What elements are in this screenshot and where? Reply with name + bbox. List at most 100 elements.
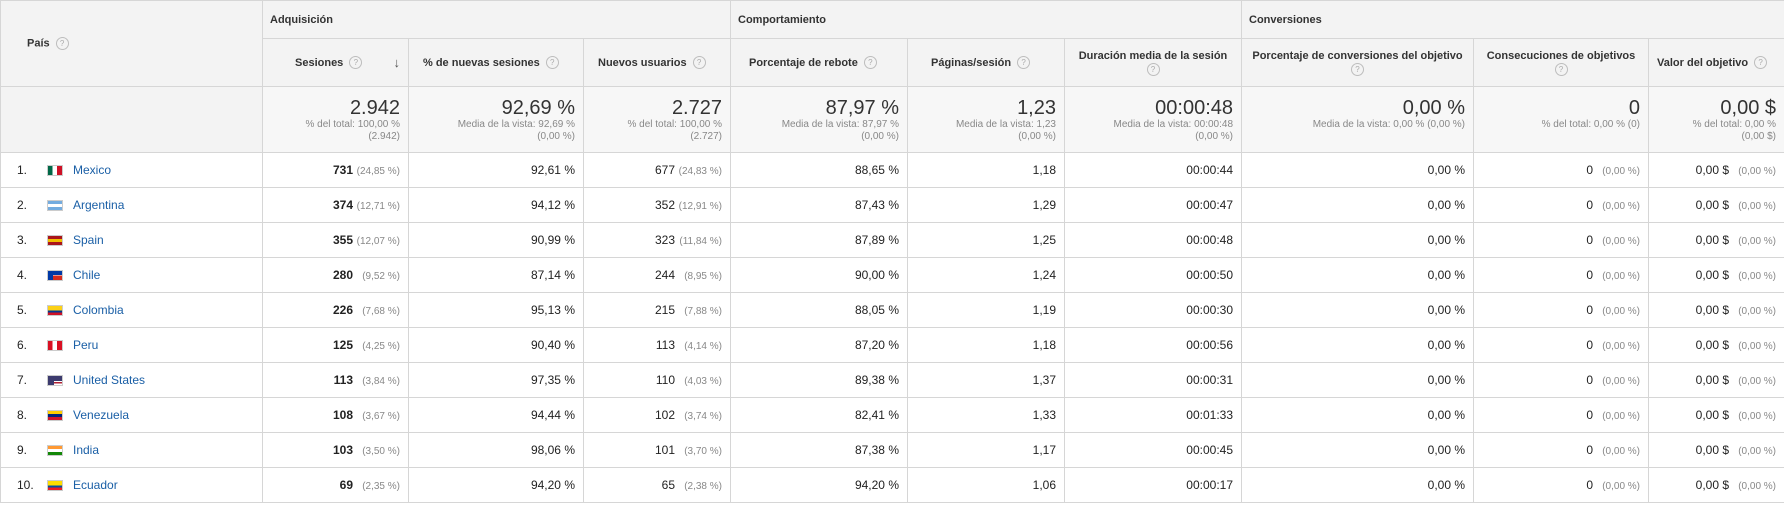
duracion-cell: 00:00:47: [1063, 187, 1243, 223]
col-header-valor-obj[interactable]: Valor del objetivo?: [1648, 38, 1784, 87]
valor-pct: (0,00 %): [1738, 271, 1777, 282]
consec-pct: (0,00 %): [1602, 166, 1641, 177]
country-link[interactable]: Spain: [73, 233, 104, 247]
group-header-adquisicion: Adquisición: [262, 0, 731, 39]
country-link[interactable]: Peru: [73, 338, 99, 352]
sesiones-cell: 355 (12,07 %): [262, 222, 409, 258]
country-link[interactable]: Colombia: [73, 303, 124, 317]
mexico-flag-icon: [47, 165, 63, 177]
consec-pct: (0,00 %): [1602, 376, 1641, 387]
col-header-rebote[interactable]: Porcentaje de rebote?: [730, 38, 908, 87]
country-link[interactable]: India: [73, 443, 100, 457]
consec-pct: (0,00 %): [1602, 341, 1641, 352]
row-index: 5.: [17, 303, 28, 317]
paginas-cell: 1,33: [907, 397, 1065, 433]
sesiones-pct: (12,71 %): [356, 201, 400, 212]
total-paginas: 1,23 Media de la vista: 1,23 (0,00 %): [907, 86, 1065, 153]
help-icon[interactable]: ?: [1146, 63, 1160, 77]
help-icon[interactable]: ?: [1754, 56, 1768, 70]
conv-obj-cell: 0,00 %: [1241, 257, 1475, 293]
col-header-sesiones[interactable]: Sesiones? ↓: [262, 38, 409, 87]
country-link[interactable]: United States: [73, 373, 146, 387]
consec-value: 0: [1586, 373, 1594, 387]
col-header-duracion[interactable]: Duración media de la sesión?: [1063, 38, 1243, 87]
help-icon[interactable]: ?: [1351, 63, 1365, 77]
col-header-consec-obj[interactable]: Consecuciones de objetivos?: [1473, 38, 1650, 87]
nuevas-sesiones-cell: 92,61 %: [408, 152, 584, 188]
sesiones-value: 374: [332, 198, 353, 212]
total-value: 00:00:48: [1155, 97, 1234, 119]
usuarios-value: 113: [655, 338, 675, 352]
conv-obj-cell: 0,00 %: [1241, 397, 1475, 433]
sort-down-arrow-icon[interactable]: ↓: [393, 54, 401, 70]
country-link[interactable]: Chile: [73, 268, 101, 282]
help-icon[interactable]: ?: [692, 56, 706, 70]
usuarios-pct: (3,70 %): [684, 446, 722, 457]
valor-obj-cell: 0,00 $ (0,00 %): [1648, 152, 1784, 188]
rebote-cell: 90,00 %: [730, 257, 908, 293]
usuarios-value: 215: [654, 303, 675, 317]
consec-obj-cell: 0 (0,00 %): [1473, 257, 1650, 293]
nuevas-sesiones-cell: 94,12 %: [408, 187, 584, 223]
total-value: 87,97 %: [825, 97, 899, 119]
valor-value: 0,00 $: [1695, 198, 1730, 212]
conv-obj-cell: 0,00 %: [1241, 222, 1475, 258]
col-header-paginas[interactable]: Páginas/sesión?: [907, 38, 1065, 87]
duracion-cell: 00:00:30: [1063, 292, 1243, 328]
total-note: (0,00 %): [1018, 131, 1056, 142]
country-link[interactable]: Mexico: [73, 163, 112, 177]
valor-value: 0,00 $: [1695, 443, 1730, 457]
help-icon[interactable]: ?: [349, 56, 363, 70]
sesiones-pct: (9,52 %): [362, 271, 400, 282]
rebote-cell: 94,20 %: [730, 467, 908, 503]
total-note: % del total: 0,00 %: [1692, 119, 1777, 130]
country-column-header[interactable]: País?: [0, 0, 263, 87]
country-cell: 2. Argentina: [0, 187, 263, 223]
nuevas-sesiones-cell: 90,99 %: [408, 222, 584, 258]
col-header-nuevas-sesiones[interactable]: % de nuevas sesiones?: [408, 38, 584, 87]
usuarios-pct: (24,83 %): [678, 166, 722, 177]
country-link[interactable]: Ecuador: [73, 478, 118, 492]
conv-obj-cell: 0,00 %: [1241, 362, 1475, 398]
help-icon[interactable]: ?: [55, 37, 69, 50]
row-index: 9.: [17, 443, 28, 457]
sesiones-pct: (7,68 %): [362, 306, 400, 317]
total-nuevos-usuarios: 2.727% del total: 100,00 % (2.727): [583, 86, 731, 153]
total-value: 92,69 %: [501, 97, 575, 119]
consec-value: 0: [1586, 443, 1594, 457]
table-row: 10. Ecuador 69 (2,35 %) 94,20 % 65 (2,38 %) 94,…: [0, 467, 1784, 503]
valor-value: 0,00 $: [1695, 338, 1730, 352]
sesiones-value: 731: [332, 163, 353, 177]
row-index: 3.: [17, 233, 28, 247]
nuevas-sesiones-cell: 90,40 %: [408, 327, 584, 363]
nuevas-sesiones-cell: 98,06 %: [408, 432, 584, 468]
usuarios-pct: (2,38 %): [684, 481, 722, 492]
col-header-nuevos-usuarios[interactable]: Nuevos usuarios?: [583, 38, 731, 87]
total-value: 1,23: [1017, 97, 1056, 119]
country-cell: 5. Colombia: [0, 292, 263, 328]
country-link[interactable]: Venezuela: [73, 408, 130, 422]
total-duracion: 00:00:48 Media de la vista: 00:00:48 (0,00…: [1063, 86, 1243, 153]
consec-obj-cell: 0 (0,00 %): [1473, 292, 1650, 328]
table-row: 3. Spain 355 (12,07 %) 90,99 % 323 (11,84 %) 87…: [0, 222, 1784, 258]
total-note: % del total: 0,00 % (0): [1541, 119, 1641, 130]
valor-value: 0,00 $: [1695, 478, 1730, 492]
help-icon[interactable]: ?: [545, 56, 559, 70]
country-link[interactable]: Argentina: [73, 198, 125, 212]
table-row: 9. India 103 (3,50 %) 98,06 % 101 (3,70 %) 87,3…: [0, 432, 1784, 468]
nuevos-usuarios-cell: 215 (7,88 %): [583, 292, 731, 328]
country-cell: 1. Mexico: [0, 152, 263, 188]
total-value: 0: [1628, 97, 1641, 119]
sesiones-pct: (12,07 %): [356, 236, 400, 247]
consec-obj-cell: 0 (0,00 %): [1473, 467, 1650, 503]
help-icon[interactable]: ?: [1017, 56, 1031, 70]
duracion-cell: 00:00:56: [1063, 327, 1243, 363]
help-icon[interactable]: ?: [863, 56, 877, 70]
col-header-conv-obj[interactable]: Porcentaje de conversiones del objetivo?: [1241, 38, 1475, 87]
sesiones-cell: 113 (3,84 %): [262, 362, 409, 398]
consec-pct: (0,00 %): [1602, 306, 1641, 317]
united-states-flag-icon: [47, 375, 63, 387]
table-row: 7. United States 113 (3,84 %) 97,35 % 110 (4,0…: [0, 362, 1784, 398]
help-icon[interactable]: ?: [1554, 63, 1568, 77]
